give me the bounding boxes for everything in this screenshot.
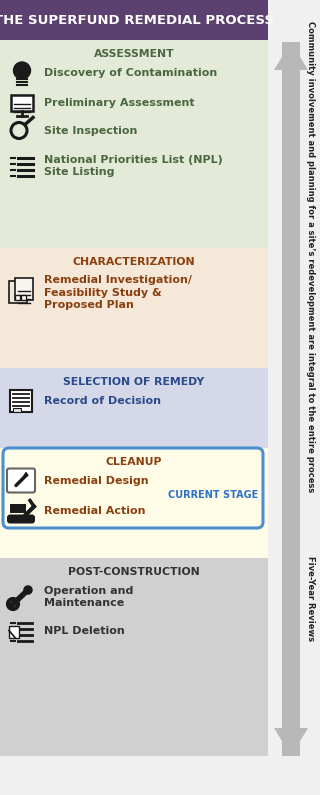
Text: POST-CONSTRUCTION: POST-CONSTRUCTION [68, 567, 200, 577]
Text: National Priorities List (NPL)
Site Listing: National Priorities List (NPL) Site List… [44, 154, 223, 177]
Bar [0, 248, 268, 368]
Text: Record of Decision: Record of Decision [44, 397, 161, 406]
FancyBboxPatch shape [3, 448, 263, 528]
Text: CURRENT STAGE: CURRENT STAGE [168, 491, 258, 501]
FancyBboxPatch shape [11, 95, 33, 111]
Bar [0, 448, 268, 558]
FancyBboxPatch shape [7, 468, 35, 492]
Bar [13, 408, 21, 412]
FancyBboxPatch shape [15, 277, 33, 300]
FancyBboxPatch shape [9, 626, 19, 638]
Bar [21, 294, 26, 300]
Text: Discovery of Contamination: Discovery of Contamination [44, 68, 217, 79]
Polygon shape [23, 472, 28, 478]
Text: Five-Year Reviews: Five-Year Reviews [306, 556, 315, 642]
Polygon shape [274, 728, 308, 756]
Polygon shape [274, 42, 308, 70]
Text: THE SUPERFUND REMEDIAL PROCESS: THE SUPERFUND REMEDIAL PROCESS [0, 14, 274, 26]
Text: Community involvement and planning for a site’s redevelopment are integral to th: Community involvement and planning for a… [306, 21, 315, 492]
FancyBboxPatch shape [7, 514, 35, 523]
Text: Site Inspection: Site Inspection [44, 126, 137, 137]
Text: Remedial Investigation/
Feasibility Study &
Proposed Plan: Remedial Investigation/ Feasibility Stud… [44, 275, 192, 310]
Text: NPL Deletion: NPL Deletion [44, 626, 125, 637]
Text: Preliminary Assessment: Preliminary Assessment [44, 98, 195, 107]
FancyBboxPatch shape [10, 390, 32, 412]
Text: Operation and
Maintenance: Operation and Maintenance [44, 586, 133, 608]
Text: CHARACTERIZATION: CHARACTERIZATION [73, 257, 195, 267]
Text: SELECTION OF REMEDY: SELECTION OF REMEDY [63, 377, 204, 387]
Bar [0, 40, 268, 248]
Bar [282, 42, 300, 756]
Circle shape [13, 62, 30, 79]
Bar [10, 503, 26, 513]
Text: CLEANUP: CLEANUP [106, 457, 162, 467]
FancyBboxPatch shape [9, 281, 27, 303]
Bar [0, 558, 268, 756]
Bar [0, 368, 268, 448]
Text: ASSESSMENT: ASSESSMENT [94, 49, 174, 59]
Text: Remedial Action: Remedial Action [44, 506, 146, 515]
Bar [15, 294, 20, 300]
Bar [0, 0, 268, 40]
Text: Remedial Design: Remedial Design [44, 476, 148, 487]
